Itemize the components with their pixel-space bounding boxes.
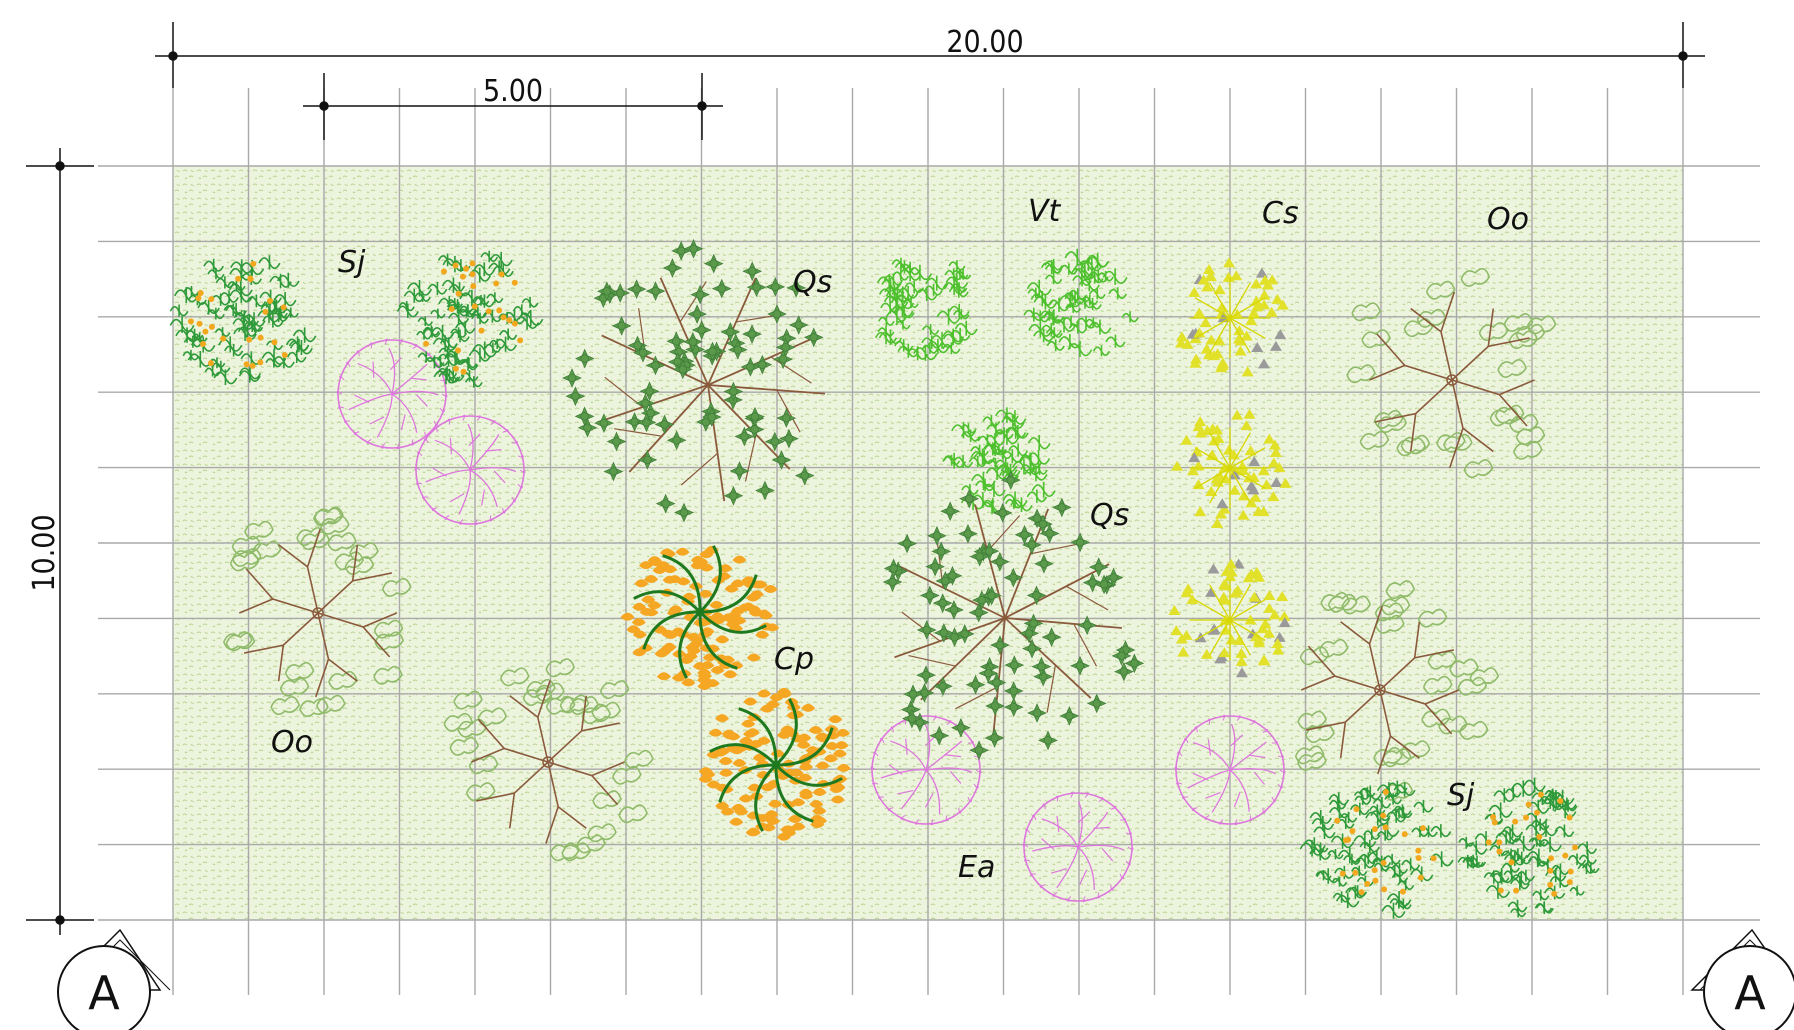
overall-height-label: 10.00 [27,514,62,591]
lilac-shrub-4 [1022,791,1134,903]
plant-label-oo-top: Oo [1487,202,1529,237]
olive-tree-lower [443,658,654,862]
section-label-left: A [88,966,120,1020]
lilac-shrub-5 [1174,714,1286,826]
lemon-tree-1 [169,255,317,386]
plant-label-sj-bottom: Sj [1447,778,1475,813]
plant-label-cs: Cs [1262,196,1299,231]
orange-tree-2 [698,687,851,841]
grid-span-label: 5.00 [483,74,543,109]
yellow-shrub-2 [1171,408,1292,529]
orange-tree-1 [620,545,780,691]
plant-label-oo-left: Oo [271,725,313,760]
dimension-overall-width [155,22,1705,88]
dimension-grid-span [303,73,723,140]
vine-shrub-1 [874,257,978,361]
plant-label-cp: Cp [774,642,814,677]
lilac-shrub-1 [336,338,448,450]
lemon-tree-2 [396,250,544,388]
lilac-shrub-2 [414,414,526,526]
plant-label-ea: Ea [958,850,995,885]
grid-lines [98,88,1760,995]
plant-label-sj-top: Sj [338,245,366,280]
vine-shrub-2 [1023,248,1139,358]
yellow-shrub-1 [1175,257,1289,377]
olive-tree-left [223,506,412,718]
plant-label-qs-top: Qs [793,265,832,300]
section-label-right: A [1734,966,1766,1020]
olive-tree-right [1294,580,1500,801]
section-marker-right [1690,928,1794,1030]
plant-label-vt: Vt [1028,194,1062,229]
olive-tree-top-right [1346,267,1557,479]
dimension-overall-height [26,148,94,935]
plant-label-qs-mid: Qs [1090,498,1129,533]
yellow-shrub-3 [1168,558,1291,678]
plants-layer [169,238,1600,919]
oak-tree-top [562,238,826,523]
lilac-shrub-3 [870,714,982,826]
lemon-tree-3 [1299,780,1454,919]
overall-width-label: 20.00 [946,25,1023,60]
oak-tree-middle [882,470,1145,761]
section-marker-left [57,928,171,1030]
lemon-tree-4 [1457,777,1600,918]
